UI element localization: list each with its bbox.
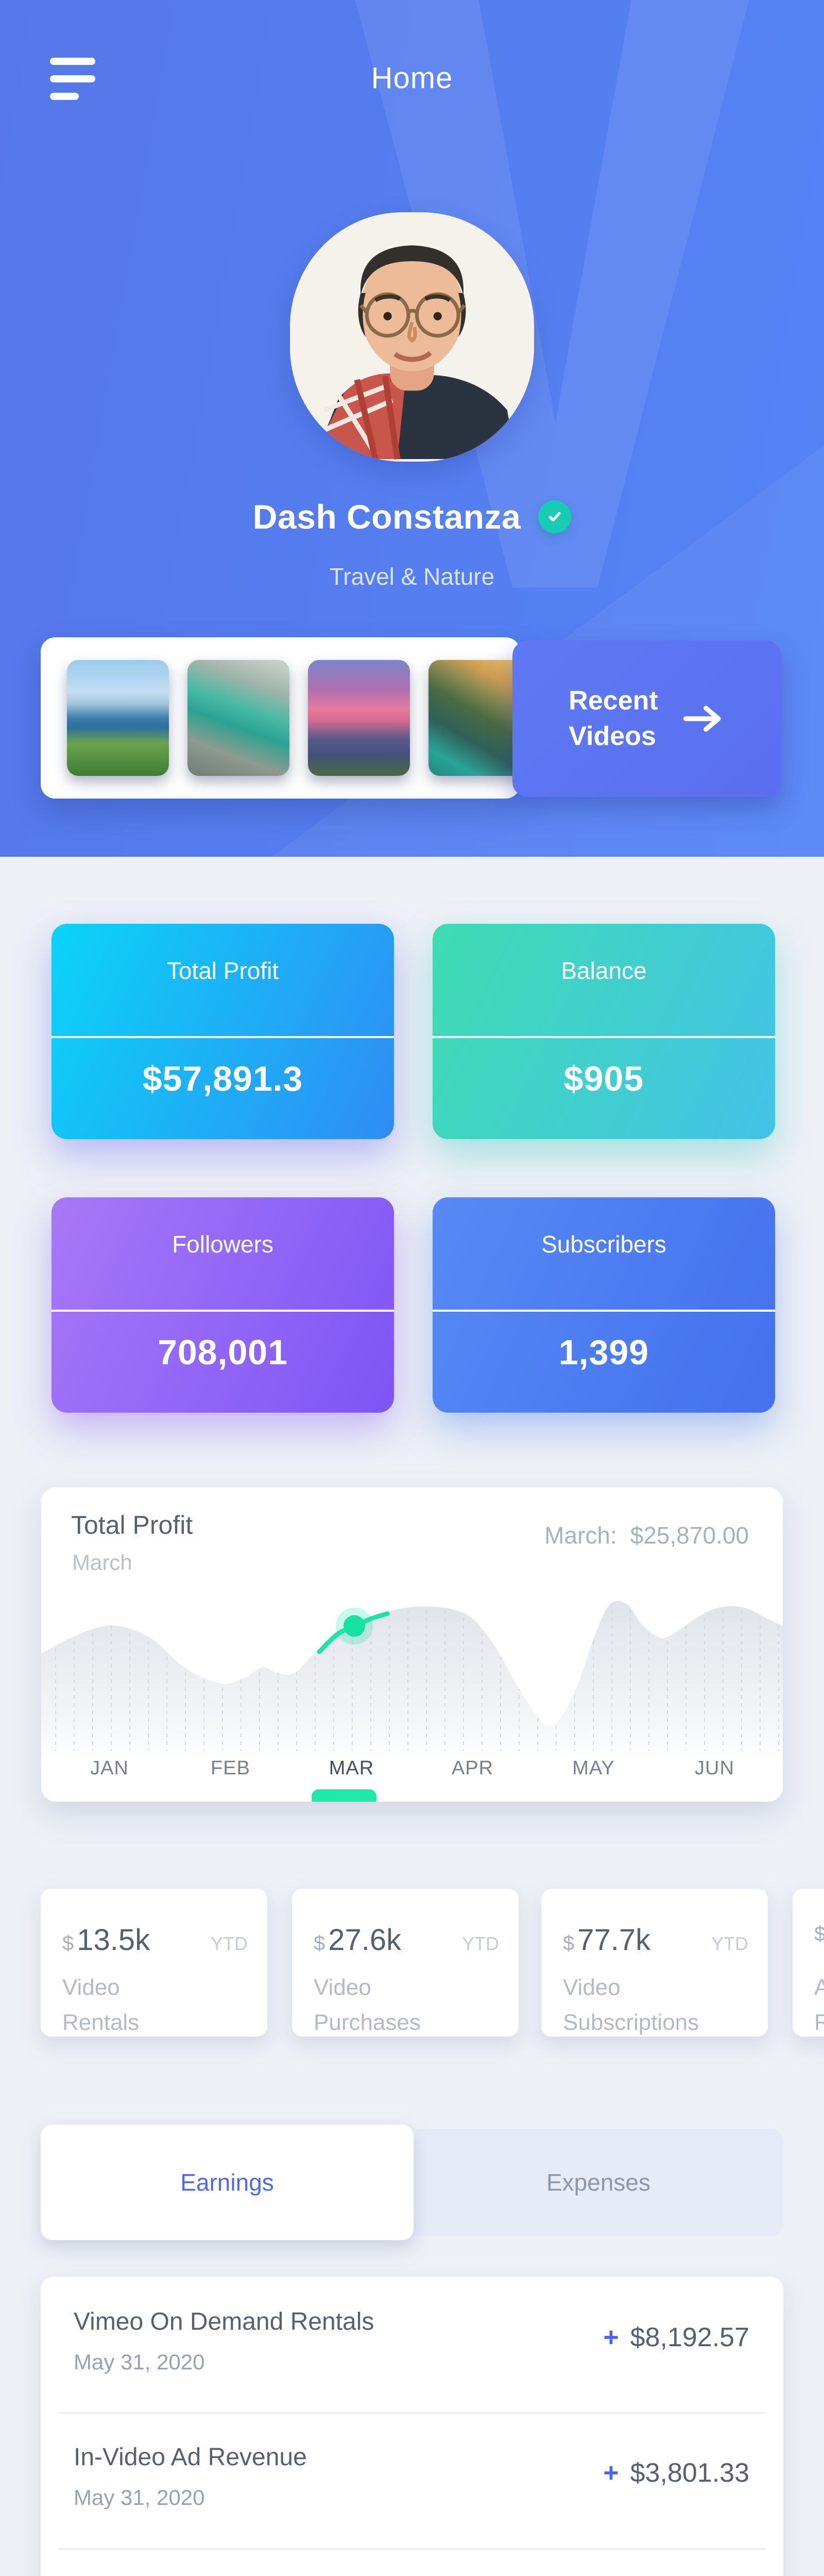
stat-label: Balance [561,957,647,984]
tab-expenses[interactable]: Expenses [546,2169,650,2196]
ytd-label: Video Rentals [62,1975,140,2036]
transaction-row[interactable]: In-Video Ad Revenue May 31, 2020 + $3,801… [41,2412,783,2548]
stat-card-total-profit[interactable]: Total Profit $57,891.3 [52,924,394,1139]
month-may[interactable]: MAY [572,1757,615,1779]
recent-videos-label: Recent Videos [569,686,658,751]
tab-earnings[interactable]: Earnings [41,2125,414,2240]
plus-icon: + [603,2323,619,2352]
stat-value: 708,001 [158,1333,288,1372]
ytd-value: 13.5k [77,1923,150,1957]
chart-subtitle: March [72,1550,132,1574]
stat-label: Subscribers [541,1231,666,1258]
profile-category: Travel & Nature [329,563,495,590]
stat-card-subscribers[interactable]: Subscribers 1,399 [433,1197,775,1413]
ytd-tag: YTD [711,1933,748,1954]
currency-symbol: $ [814,1923,824,1945]
ytd-card-video-rentals[interactable]: $ 13.5k YTD Video Rentals [41,1889,267,2037]
stat-card-followers[interactable]: Followers 708,001 [52,1197,394,1413]
stat-label: Total Profit [166,957,279,984]
recent-videos-button[interactable]: Recent Videos [512,640,781,797]
month-axis: JAN FEB MAR APR MAY JUN [49,1757,775,1780]
video-thumbnail-3[interactable] [308,660,410,776]
ytd-card-video-subscriptions[interactable]: $ 77.7k YTD Video Subscriptions [541,1889,768,2037]
currency-symbol: $ [62,1932,74,1955]
ytd-value: 27.6k [328,1923,402,1957]
divider [433,1310,775,1312]
verified-badge-icon [538,500,572,533]
row-divider [59,2548,765,2550]
video-thumbnail-2[interactable] [187,660,289,776]
transaction-amount: + $8,192.57 [603,2323,749,2352]
plus-icon: + [603,2458,619,2488]
transaction-amount: + $3,801.33 [603,2458,749,2488]
ytd-card-video-purchases[interactable]: $ 27.6k YTD Video Purchases [292,1889,519,2037]
arrow-right-icon [683,705,721,732]
transaction-date: May 31, 2020 [74,2485,205,2510]
month-jan[interactable]: JAN [90,1757,129,1779]
total-profit-chart-card: Total Profit March March: $25,870.00 JAN … [41,1487,783,1802]
stat-label: Followers [172,1231,273,1258]
profile-name: Dash Constanza [252,498,521,536]
transaction-date: May 31, 2020 [74,2350,205,2374]
selected-month-indicator [312,1789,376,1802]
stat-value: $57,891.3 [142,1059,303,1098]
currency-symbol: $ [314,1932,325,1955]
divider [52,1036,394,1038]
transactions-card: Vimeo On Demand Rentals May 31, 2020 + $8… [41,2277,783,2576]
divider [433,1036,775,1038]
transaction-row[interactable]: Vimeo On Demand Purchases May 31, 2020 +… [41,2548,783,2576]
month-apr[interactable]: APR [451,1757,494,1779]
transaction-title: In-Video Ad Revenue [74,2444,307,2471]
chart-title: Total Profit [71,1511,193,1539]
row-divider [59,2412,765,2414]
month-mar[interactable]: MAR [329,1757,374,1779]
stat-value: $905 [563,1059,644,1098]
stat-card-balance[interactable]: Balance $905 [433,924,775,1139]
video-thumbnail-1[interactable] [67,660,169,776]
chart-selected-value: March: $25,870.00 [544,1522,749,1549]
transaction-title: Vimeo On Demand Rentals [74,2308,374,2335]
month-feb[interactable]: FEB [211,1757,250,1779]
page-title: Home [371,61,453,95]
divider [52,1310,394,1312]
stat-value: 1,399 [558,1333,649,1372]
avatar-illustration [290,215,534,460]
menu-icon[interactable] [50,58,96,109]
ytd-tag: YTD [211,1933,248,1954]
currency-symbol: $ [563,1932,575,1955]
ytd-value: 77.7k [577,1923,651,1957]
ytd-label: Video Subscriptions [563,1975,699,2036]
ytd-label: Video Purchases [314,1975,421,2036]
ytd-tag: YTD [462,1933,499,1954]
month-jun[interactable]: JUN [695,1757,734,1779]
avatar[interactable] [290,212,534,462]
transaction-row[interactable]: Vimeo On Demand Rentals May 31, 2020 + $8… [41,2277,783,2412]
